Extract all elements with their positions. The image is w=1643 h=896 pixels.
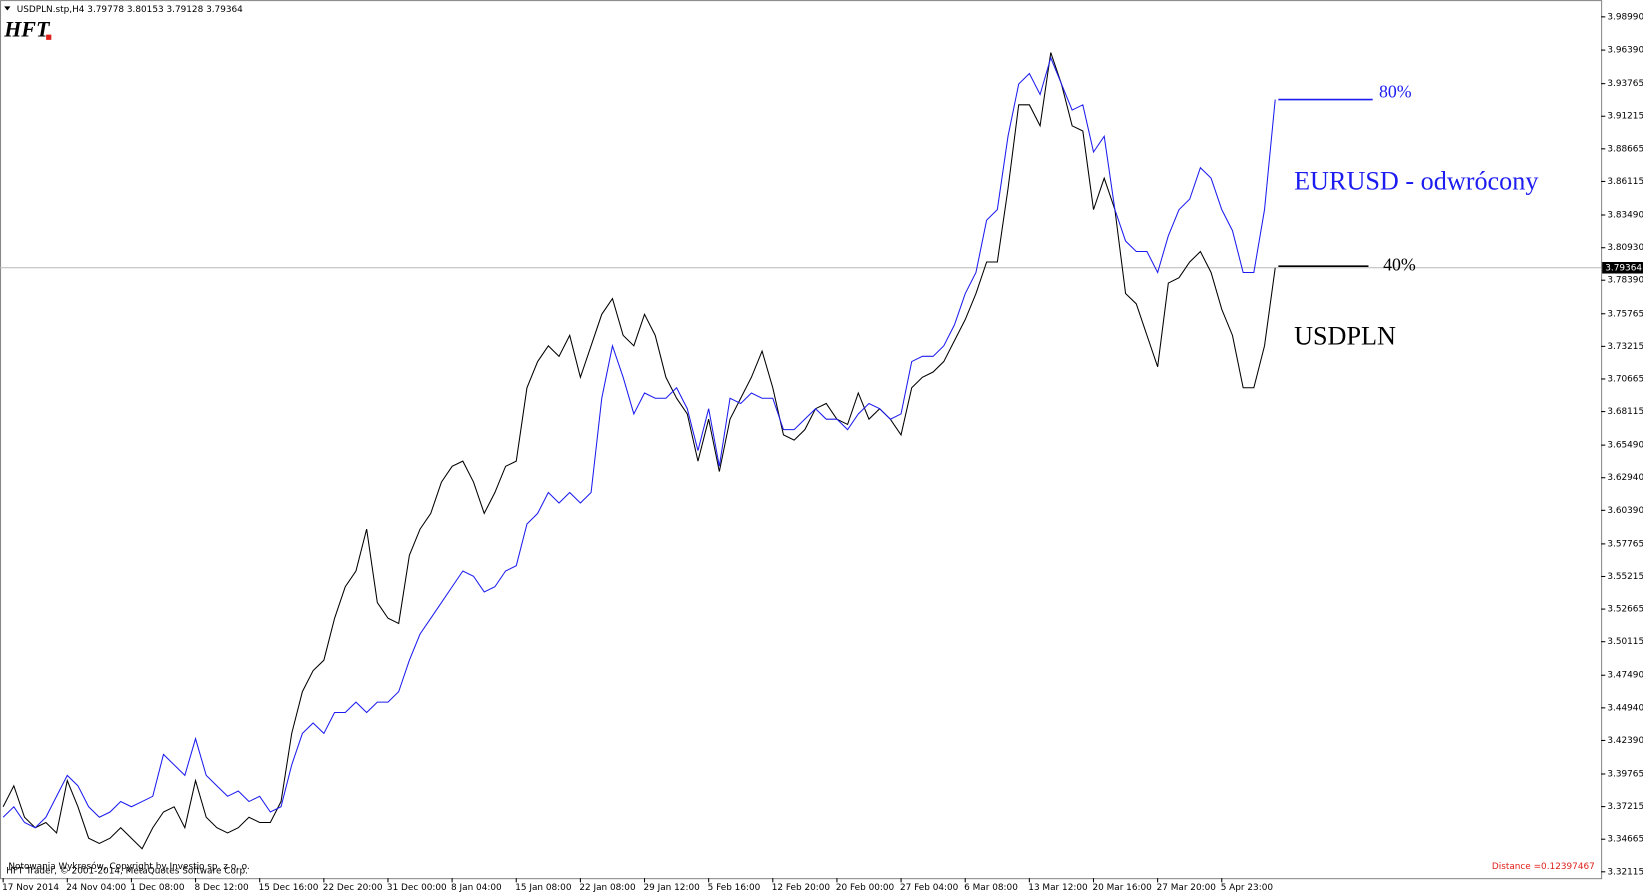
y-tick-label: 3.47490 [1607, 671, 1643, 681]
y-tick-label: 3.34665 [1607, 835, 1643, 845]
y-tick-label: 3.55215 [1607, 572, 1643, 582]
series-line [2, 52, 1276, 850]
y-tick-label: 3.96390 [1607, 46, 1643, 56]
x-tick-label: 22 Jan 08:00 [579, 883, 636, 893]
x-tick-label: 5 Feb 16:00 [708, 883, 761, 893]
y-tick-label: 3.62940 [1607, 473, 1643, 483]
y-tick-label: 3.65490 [1607, 441, 1643, 451]
y-tick-label: 3.37215 [1607, 802, 1643, 812]
y-tick-label: 3.73215 [1607, 342, 1643, 352]
y-tick-label: 3.98990 [1607, 12, 1643, 22]
price-label-box [1602, 261, 1643, 274]
x-tick-label: 12 Feb 20:00 [772, 883, 831, 893]
x-tick-label: 29 Jan 12:00 [643, 883, 700, 893]
copyright: HFT Trader, © 2001-2014, MetaQuotes Soft… [6, 866, 248, 876]
y-tick-label: 3.57765 [1607, 539, 1643, 549]
x-tick-label: 8 Jan 04:00 [451, 883, 502, 893]
annotation: USDPLN [1294, 322, 1396, 351]
x-tick-label: 8 Dec 12:00 [195, 883, 249, 893]
y-tick-label: 3.52665 [1607, 605, 1643, 615]
y-tick-label: 3.32115 [1607, 867, 1643, 877]
y-tick-label: 3.68115 [1607, 407, 1643, 417]
y-tick-label: 3.86115 [1607, 177, 1643, 187]
x-tick-label: 20 Feb 00:00 [836, 883, 895, 893]
y-tick-label: 3.93765 [1607, 79, 1643, 89]
x-tick-label: 22 Dec 20:00 [323, 883, 383, 893]
x-tick-label: 13 Mar 12:00 [1028, 883, 1088, 893]
annotation: 80% [1379, 81, 1412, 101]
logo: HFT [3, 17, 51, 42]
x-tick-label: 1 Dec 08:00 [130, 883, 184, 893]
x-tick-label: 20 Mar 16:00 [1092, 883, 1152, 893]
y-tick-label: 3.39765 [1607, 770, 1643, 780]
x-tick-label: 15 Jan 08:00 [515, 883, 572, 893]
x-tick-label: 24 Nov 04:00 [66, 883, 126, 893]
x-tick-label: 17 Nov 2014 [2, 883, 59, 893]
y-tick-label: 3.78390 [1607, 276, 1643, 286]
x-tick-label: 27 Feb 04:00 [900, 883, 959, 893]
plot-frame [0, 0, 1603, 880]
copyright: Notowania Wykresów, Copyright by Investi… [8, 861, 249, 872]
y-tick-label: 3.42390 [1607, 736, 1643, 746]
logo-dot [46, 34, 52, 40]
menu-arrow [4, 6, 11, 11]
chart-header: USDPLN.stp,H4 3.79778 3.80153 3.79128 3.… [17, 5, 243, 15]
x-tick-label: 6 Mar 08:00 [964, 883, 1018, 893]
y-tick-label: 3.50115 [1607, 637, 1643, 647]
y-tick-label: 3.88665 [1607, 144, 1643, 154]
y-tick-label: 3.91215 [1607, 112, 1643, 122]
series-line [2, 56, 1276, 829]
y-tick-label: 3.44940 [1607, 703, 1643, 713]
annotation: 40% [1383, 254, 1416, 274]
y-tick-label: 3.75765 [1607, 309, 1643, 319]
x-tick-label: 5 Apr 23:00 [1221, 883, 1274, 893]
y-tick-label: 3.83490 [1607, 211, 1643, 221]
distance: Distance =0.12397467 [1492, 862, 1595, 872]
y-tick-label: 3.70665 [1607, 374, 1643, 384]
x-tick-label: 31 Dec 00:00 [387, 883, 447, 893]
y-tick-label: 3.60390 [1607, 506, 1643, 516]
annotation: EURUSD - odwrócony [1294, 166, 1538, 195]
price-label: 3.79364 [1605, 263, 1642, 273]
x-tick-label: 15 Dec 16:00 [259, 883, 319, 893]
x-tick-label: 27 Mar 20:00 [1157, 883, 1217, 893]
y-tick-label: 3.80930 [1607, 243, 1643, 253]
